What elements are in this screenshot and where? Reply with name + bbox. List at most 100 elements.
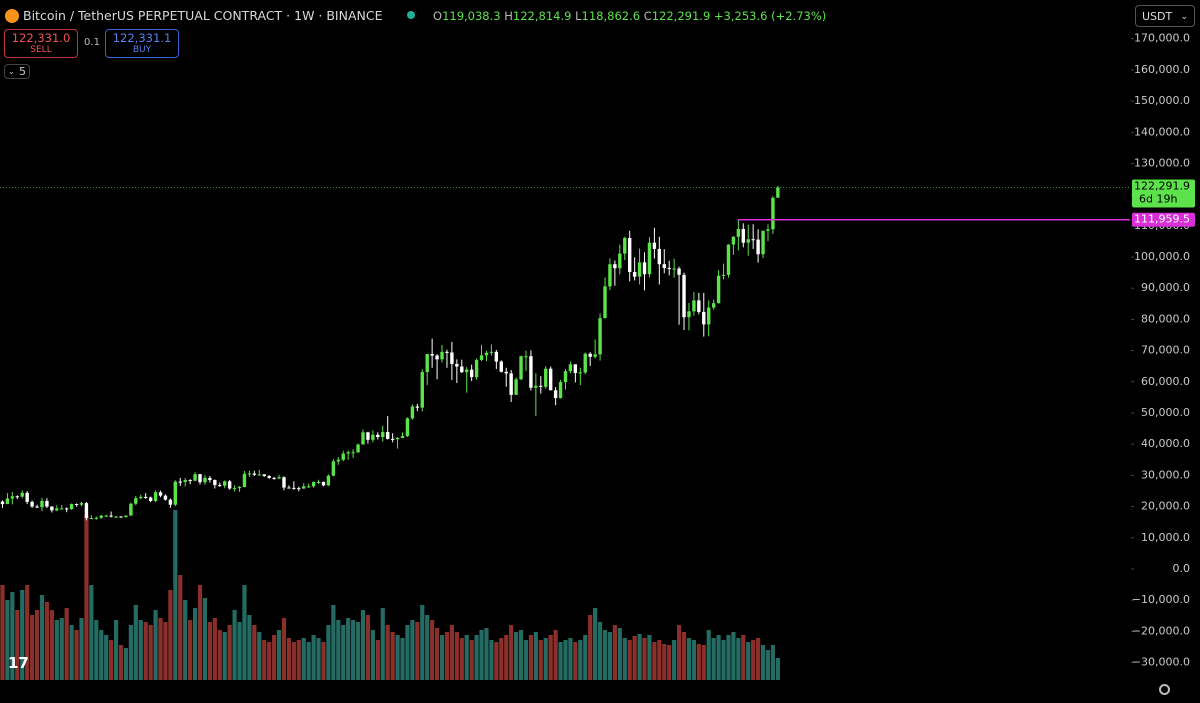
candle-body (741, 228, 745, 243)
volume-bar (395, 635, 400, 680)
volume-bar (104, 635, 109, 680)
volume-bar (237, 622, 242, 680)
buy-label: BUY (132, 45, 152, 55)
volume-bar (158, 618, 163, 680)
candle-body (736, 228, 741, 237)
volume-bar (400, 638, 405, 680)
y-tick-label: 10,000.0 (1141, 531, 1190, 544)
candle-body (548, 368, 553, 391)
volume-bar (425, 615, 430, 680)
volume-bar (39, 595, 45, 680)
candle-body (134, 498, 138, 504)
o-key: O (433, 9, 443, 23)
candle-body (534, 385, 538, 388)
indicator-count: 5 (19, 65, 26, 78)
volume-bar (202, 598, 208, 680)
x-tick-label: Jul (762, 685, 776, 698)
candle-body (519, 356, 523, 380)
chevron: ⌄ (1180, 12, 1188, 22)
volume-bar (168, 590, 173, 680)
volume-bar (346, 618, 351, 680)
candle-body (484, 352, 489, 356)
volume-bar (30, 615, 35, 680)
volume-bar (25, 585, 30, 680)
candle-body (450, 352, 454, 365)
candle-body (262, 474, 266, 476)
volume-bar (454, 632, 459, 680)
volume-bar (59, 618, 64, 680)
volume-bar (192, 608, 198, 680)
candle-body (425, 354, 429, 373)
candle-body (163, 495, 168, 500)
candle-body (346, 452, 350, 454)
volume-bar (760, 645, 766, 680)
candle-body (272, 477, 276, 479)
volume-bar (276, 630, 282, 680)
candle-body (223, 481, 227, 486)
candle-body (351, 452, 355, 454)
buy-button[interactable]: 122,331.1 BUY (105, 29, 179, 58)
currency-select[interactable]: USDT ⌄ (1135, 5, 1195, 27)
volume-bar (657, 640, 662, 680)
candle-body (716, 275, 721, 304)
candle-body (726, 244, 731, 275)
volume-bar (543, 638, 548, 680)
volume-bar (439, 635, 445, 680)
indicators-toggle[interactable]: ⌄ 5 (4, 64, 30, 79)
volume-bar (148, 625, 153, 680)
candle-body (257, 474, 261, 476)
volume-bar (627, 640, 632, 680)
symbol-title[interactable]: Bitcoin / TetherUS PERPETUAL CONTRACT · … (23, 8, 383, 23)
level-box (1132, 212, 1195, 227)
candle-body (89, 518, 94, 520)
volume-bar (138, 620, 143, 680)
candle-body (524, 356, 528, 358)
candle-body (405, 418, 410, 437)
candle-body (69, 504, 74, 510)
candle-body (74, 504, 79, 506)
volume-bar (74, 630, 79, 680)
volume-bar (662, 644, 667, 680)
candle-body (99, 515, 103, 518)
candle-body (139, 496, 143, 499)
volume-bar (0, 585, 5, 680)
volume-bar (128, 625, 133, 680)
volume-bar (69, 625, 74, 680)
candle-body (390, 438, 395, 440)
tv-logo[interactable]: 17 (8, 654, 29, 672)
ohlc-legend: O119,038.3 H122,814.9 L118,862.6 C122,29… (433, 9, 826, 23)
y-tick-label: −10,000.0 (1132, 593, 1190, 606)
candle-body (766, 229, 770, 231)
volume-bar (10, 592, 15, 680)
volume-bar (84, 515, 89, 680)
volume-bar (676, 625, 682, 680)
candle-body (237, 486, 242, 489)
candle-body (20, 492, 24, 497)
volume-bar (563, 640, 568, 680)
candle-body (598, 318, 602, 355)
sell-button[interactable]: 122,331.0 SELL (4, 29, 78, 58)
candle-body (361, 432, 365, 445)
candle-body (563, 371, 568, 383)
volume-bar (79, 618, 84, 680)
candle-body (623, 238, 627, 254)
volume-bar (94, 620, 99, 680)
volume-bar (538, 640, 543, 680)
volume-bar (252, 625, 257, 680)
volume-bar (296, 640, 301, 680)
candle-body (30, 501, 34, 507)
coin-logo (5, 9, 19, 23)
candle-body (371, 434, 375, 440)
candle-body (321, 481, 326, 486)
volume-bar (533, 632, 538, 680)
candle-body (539, 385, 543, 387)
c-key: C (643, 9, 652, 23)
y-tick-label: 20,000.0 (1141, 500, 1190, 513)
settings-icon[interactable] (1159, 684, 1170, 695)
quantity[interactable]: 0.1 (84, 37, 100, 48)
candle-body (460, 366, 464, 373)
candle-body (682, 274, 686, 318)
volume-bar (365, 615, 371, 680)
candle-body (297, 488, 301, 490)
